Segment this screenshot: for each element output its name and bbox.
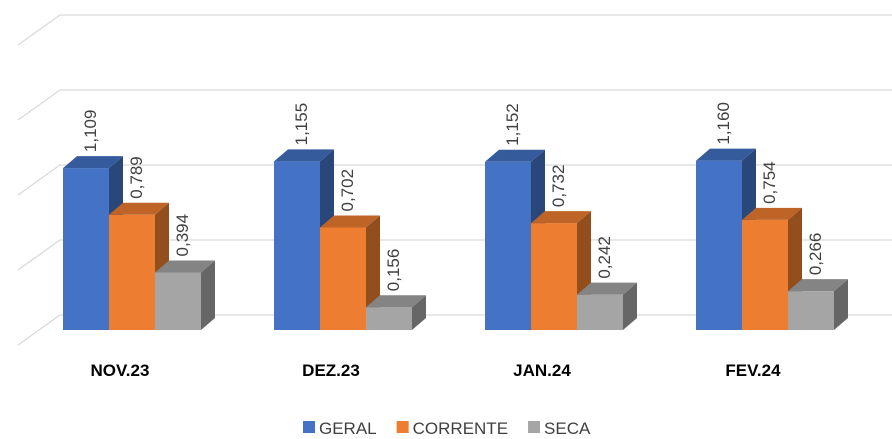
data-label: 0,266 [806,233,825,276]
x-tick-label: JAN.24 [513,361,571,380]
bar-top [531,211,591,224]
bar-front [696,160,742,330]
bar-top [742,207,802,220]
bar-side [412,295,426,330]
bar [155,260,215,330]
bar [366,295,426,330]
grid-line [17,14,892,46]
x-tick-label: DEZ.23 [302,361,360,380]
bar-top [155,260,215,273]
data-label: 0,242 [595,236,614,279]
data-label: 0,702 [338,169,357,212]
bar-side [201,260,215,330]
data-label: 0,156 [384,249,403,292]
bar-top [366,295,426,308]
bar-front [63,168,109,330]
bar [320,215,380,330]
grid-line [17,239,892,271]
bar-front [109,214,155,330]
legend-swatch [396,421,409,433]
bar-front [531,223,577,330]
bar-top [577,282,637,295]
data-label: 0,732 [549,165,568,208]
bar-front [577,294,623,330]
legend-swatch [528,421,541,433]
legend-swatch [303,421,315,433]
data-label: 0,789 [127,156,146,199]
x-tick-label: NOV.23 [91,361,150,380]
bar [788,279,848,330]
bar-front [274,161,320,330]
legend-label: GERAL [319,419,377,438]
data-label: 1,155 [292,103,311,146]
bar-front [155,272,201,330]
bar [577,282,637,330]
bar-front [366,307,412,330]
bar-top [788,279,848,292]
grid-line [17,89,892,121]
bar-top [63,156,123,169]
bar-top [274,149,334,162]
bar-front [320,227,366,330]
bar-side [834,279,848,330]
bar-top [485,149,545,162]
bar-top [109,202,169,215]
grid-line [17,164,892,196]
legend-label: CORRENTE [413,419,508,438]
x-tick-label: FEV.24 [725,361,781,380]
data-label: 1,109 [81,110,100,153]
data-label: 0,394 [173,214,192,257]
bar-front [788,291,834,330]
bar [531,211,591,330]
data-label: 1,152 [503,103,522,146]
bar-side [623,282,637,330]
data-label: 0,754 [760,161,779,204]
data-label: 1,160 [714,102,733,145]
bar-front [742,219,788,330]
legend-label: SECA [544,419,591,438]
bar-front [485,161,531,330]
bar-top [320,215,380,228]
bar-top [696,148,756,161]
